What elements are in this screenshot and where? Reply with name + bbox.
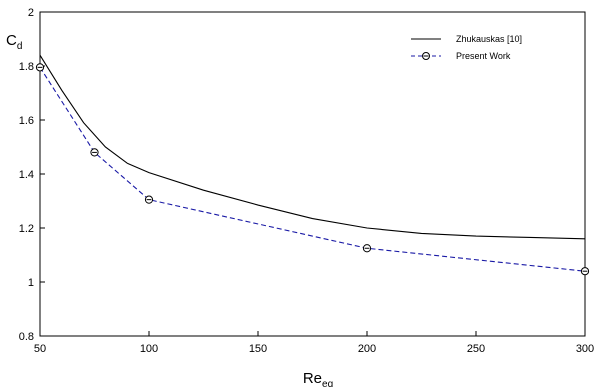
x-axis-label-sub: eq xyxy=(322,379,333,387)
x-tick-label: 300 xyxy=(576,343,594,355)
y-tick-label: 1.6 xyxy=(19,115,34,127)
x-tick-label: 50 xyxy=(34,343,46,355)
y-tick-label: 1.2 xyxy=(19,223,34,235)
y-tick-label: 0.8 xyxy=(19,331,34,343)
series-line-zhukauskas xyxy=(39,54,586,240)
y-axis-ticks: 0.8 1 1.2 1.4 1.6 1.8 2 xyxy=(19,7,45,343)
y-tick-label: 1.4 xyxy=(19,169,34,181)
y-tick-label: 1.8 xyxy=(19,61,34,73)
legend: Zhukauskas [10] Present Work xyxy=(411,34,522,61)
legend-label-zhukauskas: Zhukauskas [10] xyxy=(456,34,522,44)
y-axis-label-sub: d xyxy=(17,41,23,52)
y-axis-label: Cd xyxy=(6,32,22,52)
x-tick-label: 200 xyxy=(358,343,376,355)
legend-label-present-work: Present Work xyxy=(456,51,511,61)
y-axis-label-main: C xyxy=(6,32,17,49)
x-axis-label: Reeq xyxy=(303,370,333,387)
x-tick-label: 100 xyxy=(140,343,158,355)
x-tick-label: 150 xyxy=(249,343,267,355)
series-layer xyxy=(35,54,590,276)
x-axis-label-main: Re xyxy=(303,370,322,387)
y-tick-label: 2 xyxy=(28,7,34,19)
x-tick-label: 250 xyxy=(467,343,485,355)
x-axis-ticks: 50 100 150 200 250 300 xyxy=(34,331,594,355)
series-line-present-work xyxy=(39,67,586,272)
y-tick-label: 1 xyxy=(28,277,34,289)
